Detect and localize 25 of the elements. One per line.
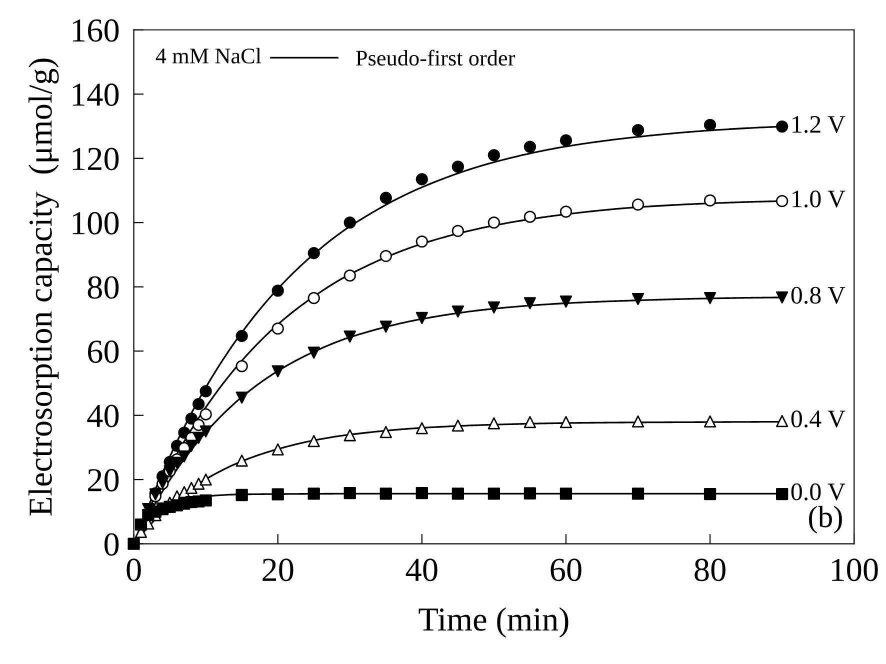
y-tick-label: 0 [104, 533, 119, 556]
legend-label: Pseudo-first order [356, 50, 516, 66]
x-axis-title: Time (min) [418, 607, 568, 638]
x-tick-label: 100 [832, 558, 878, 582]
y-tick-label: 20 [88, 468, 119, 492]
y-tick-label: 80 [88, 276, 119, 299]
series-label: 0.8 V [791, 286, 846, 304]
x-tick-label: 60 [550, 558, 582, 582]
y-tick-label: 60 [88, 340, 119, 363]
y-tick-label: 140 [72, 84, 119, 106]
x-tick-label: 40 [406, 558, 438, 582]
annotation: (b) [809, 506, 842, 534]
series-label: 0.0 V [791, 483, 846, 500]
series-label: 1.2 V [792, 116, 846, 133]
y-tick-label: 40 [87, 404, 119, 428]
y-tick-label: 100 [72, 212, 119, 234]
x-tick-label: 0 [126, 558, 141, 582]
y-tick-label: 120 [72, 148, 119, 170]
x-tick-label: 20 [262, 558, 294, 582]
series-label: 1.0 V [792, 190, 846, 208]
x-tick-label: 80 [694, 558, 726, 582]
series-label: 0.4 V [791, 410, 846, 428]
y-axis-title: Electrosorption capacity (μmol/g) [28, 58, 59, 516]
y-tick-label: 160 [72, 19, 119, 42]
annotation: 4 mM NaCl [156, 48, 262, 64]
